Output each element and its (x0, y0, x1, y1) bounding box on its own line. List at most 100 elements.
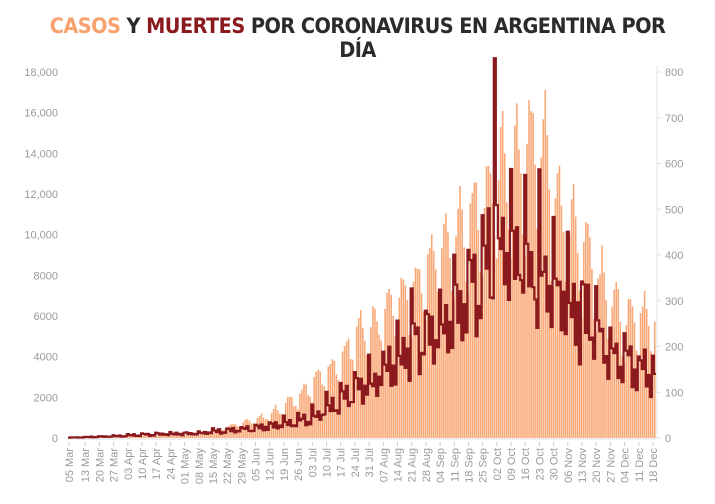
cases-bar (349, 359, 352, 438)
x-tick-label: 24 Jul (350, 448, 362, 477)
cases-bar (224, 429, 226, 438)
cases-bar (199, 433, 202, 438)
cases-bar (619, 321, 622, 438)
cases-bar (337, 380, 340, 438)
x-tick-label: 13 Mar (80, 448, 92, 483)
cases-bar (540, 157, 543, 438)
cases-bar (483, 208, 486, 438)
title-rest: POR CORONAVIRUS EN ARGENTINA POR DÍA (250, 14, 666, 62)
cases-bar (351, 359, 354, 438)
right-tick-label: 0 (665, 433, 671, 445)
cases-bar (240, 427, 242, 438)
x-tick-label: 11 Dec (634, 448, 646, 483)
cases-bar (536, 228, 538, 438)
cases-bar (412, 281, 415, 438)
cases-bar (469, 203, 472, 438)
cases-bar (394, 335, 397, 438)
x-tick-label: 08 May (194, 448, 206, 485)
x-tick-label: 10 Jul (322, 448, 334, 477)
cases-bar (416, 269, 419, 438)
cases-bar (187, 433, 190, 438)
cases-bar (147, 435, 149, 438)
x-tick-label: 26 Jun (293, 448, 305, 481)
cases-bar (309, 396, 311, 438)
cases-bar (593, 318, 595, 438)
x-tick-label: 29 May (236, 448, 248, 485)
cases-bar (613, 289, 615, 438)
right-tick-label: 600 (665, 159, 683, 171)
cases-bar (305, 384, 307, 438)
x-tick-label: 12 Jun (265, 448, 277, 481)
x-tick-label: 04 Sep (435, 448, 447, 483)
cases-bar (485, 166, 488, 438)
cases-bar (323, 386, 326, 438)
x-tick-label: 14 Aug (393, 448, 405, 482)
x-tick-label: 25 Sep (478, 448, 490, 483)
x-tick-label: 05 Mar (64, 448, 76, 483)
cases-bar (138, 436, 141, 438)
cases-bar (538, 247, 540, 438)
right-tick-label: 500 (665, 204, 683, 216)
cases-bar (295, 405, 297, 438)
x-tick-label: 07 Aug (378, 448, 390, 482)
cases-bar (289, 396, 291, 438)
cases-bar (191, 434, 194, 438)
cases-bar (359, 310, 362, 438)
left-tick-label: 18,000 (24, 67, 58, 79)
cases-bar (597, 278, 599, 438)
cases-bar (315, 371, 317, 438)
cases-bar (211, 433, 214, 438)
cases-bar (591, 269, 593, 438)
left-axis: 0 2000 4000 6000 8000 10,000 12,000 14,000 16,00… (24, 67, 58, 445)
cases-bar (175, 434, 178, 438)
left-tick-label: 16,000 (24, 108, 58, 120)
cases-bar (625, 325, 628, 438)
cases-bar (489, 173, 492, 438)
cases-bar (408, 334, 411, 438)
cases-bar (510, 258, 512, 438)
cases-bar (195, 434, 198, 438)
cases-bar (441, 248, 443, 438)
cases-bar (145, 435, 147, 438)
cases-bar (522, 234, 524, 438)
cases-bar (242, 422, 244, 438)
cases-bar (398, 297, 401, 438)
cases-bar (307, 394, 309, 438)
x-tick-label: 10 Apr (137, 448, 149, 480)
cases-bar (481, 276, 484, 438)
cases-bar (641, 306, 644, 438)
cases-bar (181, 435, 184, 438)
cases-bar (173, 434, 176, 438)
cases-bar (163, 435, 165, 438)
cases-bar (580, 317, 583, 438)
x-tick-label: 02 Oct (492, 448, 504, 480)
cases-bar (629, 299, 632, 438)
cases-bar (526, 143, 528, 438)
cases-bar (637, 362, 640, 438)
cases-bar (165, 435, 167, 438)
cases-bar (503, 153, 506, 438)
cases-bar (424, 320, 427, 438)
deaths-line (68, 57, 656, 439)
cases-bar (303, 383, 305, 438)
cases-bar (595, 332, 597, 438)
x-tick-label: 11 Sep (449, 448, 461, 482)
title-deaths: MUERTES (146, 14, 245, 38)
cases-bar (301, 389, 303, 438)
cases-bar (143, 435, 145, 438)
cases-bar (291, 397, 293, 438)
chart-title: CASOS Y MUERTES POR CORONAVIRUS EN ARGEN… (29, 14, 687, 62)
cases-bar (171, 434, 173, 438)
cases-bar (635, 350, 638, 438)
cases-bar (627, 299, 630, 438)
cases-bar (621, 355, 624, 438)
cases-bar (556, 173, 559, 438)
cases-bar (437, 291, 439, 438)
cases-bar (467, 293, 470, 438)
cases-bar (570, 199, 573, 438)
title-cases: CASOS (49, 14, 121, 38)
cases-bar (209, 432, 212, 438)
right-tick-label: 300 (665, 296, 683, 308)
cases-bar (218, 428, 220, 438)
right-tick-label: 800 (665, 67, 683, 79)
